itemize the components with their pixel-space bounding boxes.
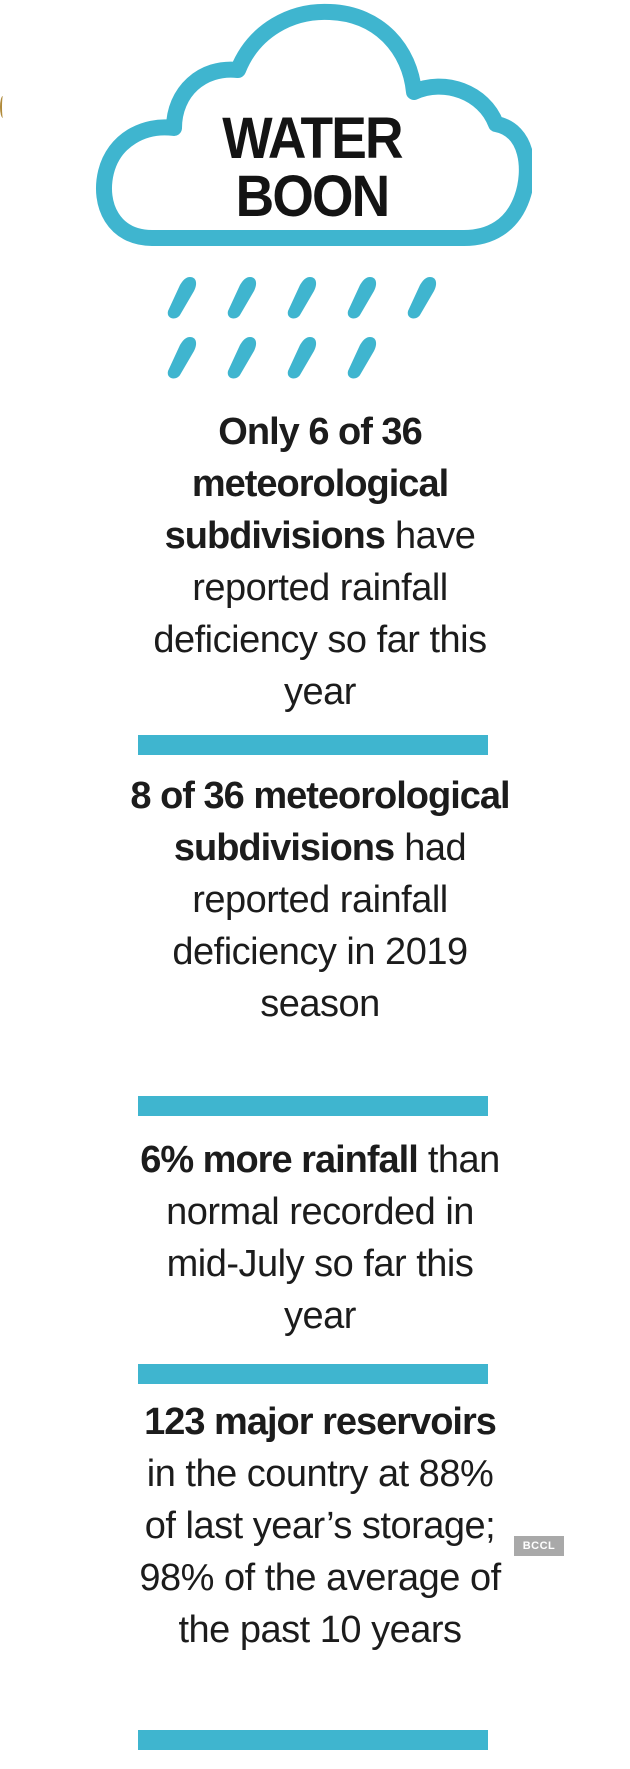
raindrop [167, 277, 197, 319]
fact-1-highlight: Only 6 of 36 meteorological subdivisions [164, 411, 450, 557]
fact-2-text: had reported rainfall deficiency in 2019… [172, 827, 468, 1025]
raindrop [347, 337, 377, 379]
fact-block-3: 6% more rainfall than normal recorded in… [128, 1134, 512, 1342]
raindrop [287, 277, 317, 319]
fact-block-2: 8 of 36 meteorological subdivisions had … [128, 770, 512, 1030]
divider [138, 735, 488, 755]
raindrop [287, 337, 317, 379]
fact-3-highlight: 6% more rainfall [140, 1139, 419, 1181]
fact-block-1: Only 6 of 36 meteorological subdivisions… [128, 406, 512, 718]
raindrop [347, 277, 377, 319]
divider [138, 1096, 488, 1116]
divider [138, 1364, 488, 1384]
headline: WATER BOON [110, 110, 515, 226]
headline-line-1: WATER [222, 106, 403, 171]
fact-2-highlight: 8 of 36 meteorological subdivisions [130, 775, 510, 869]
fact-block-4: 123 major reservoirs in the country at 8… [128, 1396, 512, 1656]
edge-mark [0, 96, 6, 118]
headline-line-2: BOON [235, 164, 391, 229]
raindrop [167, 337, 197, 379]
fact-4-highlight: 123 major reservoirs [144, 1401, 497, 1443]
watermark-badge: BCCL [514, 1536, 564, 1556]
divider [138, 1730, 488, 1750]
raindrop [407, 277, 437, 319]
raindrop [227, 277, 257, 319]
raindrop [227, 337, 257, 379]
fact-4-text: in the country at 88% of last year’s sto… [139, 1453, 501, 1651]
fact-1-text: have reported rainfall deficiency so far… [153, 515, 487, 713]
raindrops-icon [160, 275, 450, 385]
cloud-icon [92, 0, 532, 270]
fact-3-text: than normal recorded in mid-July so far … [166, 1139, 500, 1337]
